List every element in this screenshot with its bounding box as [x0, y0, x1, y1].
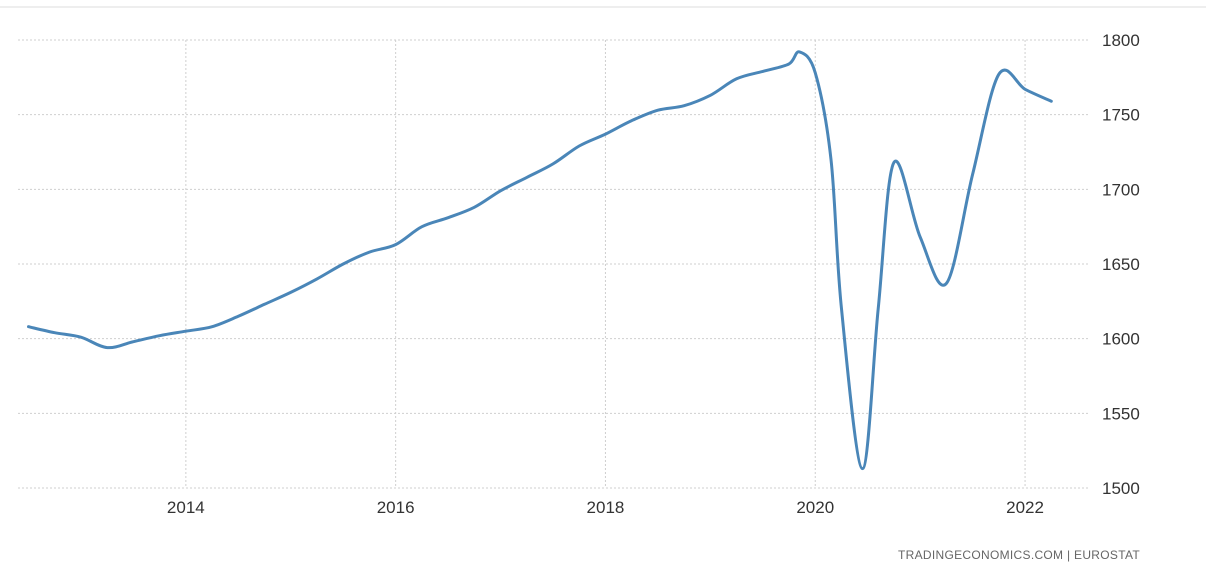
y-tick-label: 1500: [1102, 479, 1140, 498]
y-axis-ticks: 1500 1550 1600 1650 1700 1750 1800: [1102, 31, 1140, 498]
x-axis-ticks: 2014 2016 2018 2020 2022: [167, 498, 1044, 517]
series-line: [27, 50, 1053, 471]
y-tick-label: 1800: [1102, 31, 1140, 50]
y-tick-label: 1600: [1102, 330, 1140, 349]
y-tick-label: 1700: [1102, 180, 1140, 199]
x-tick-label: 2018: [587, 498, 625, 517]
y-tick-label: 1650: [1102, 255, 1140, 274]
x-tick-label: 2020: [796, 498, 834, 517]
x-tick-label: 2022: [1006, 498, 1044, 517]
x-tick-label: 2014: [167, 498, 205, 517]
x-tick-label: 2016: [377, 498, 415, 517]
source-credit: TRADINGECONOMICS.COM | EUROSTAT: [898, 548, 1140, 562]
grid: [18, 39, 1088, 489]
y-tick-label: 1750: [1102, 106, 1140, 125]
y-tick-label: 1550: [1102, 404, 1140, 423]
